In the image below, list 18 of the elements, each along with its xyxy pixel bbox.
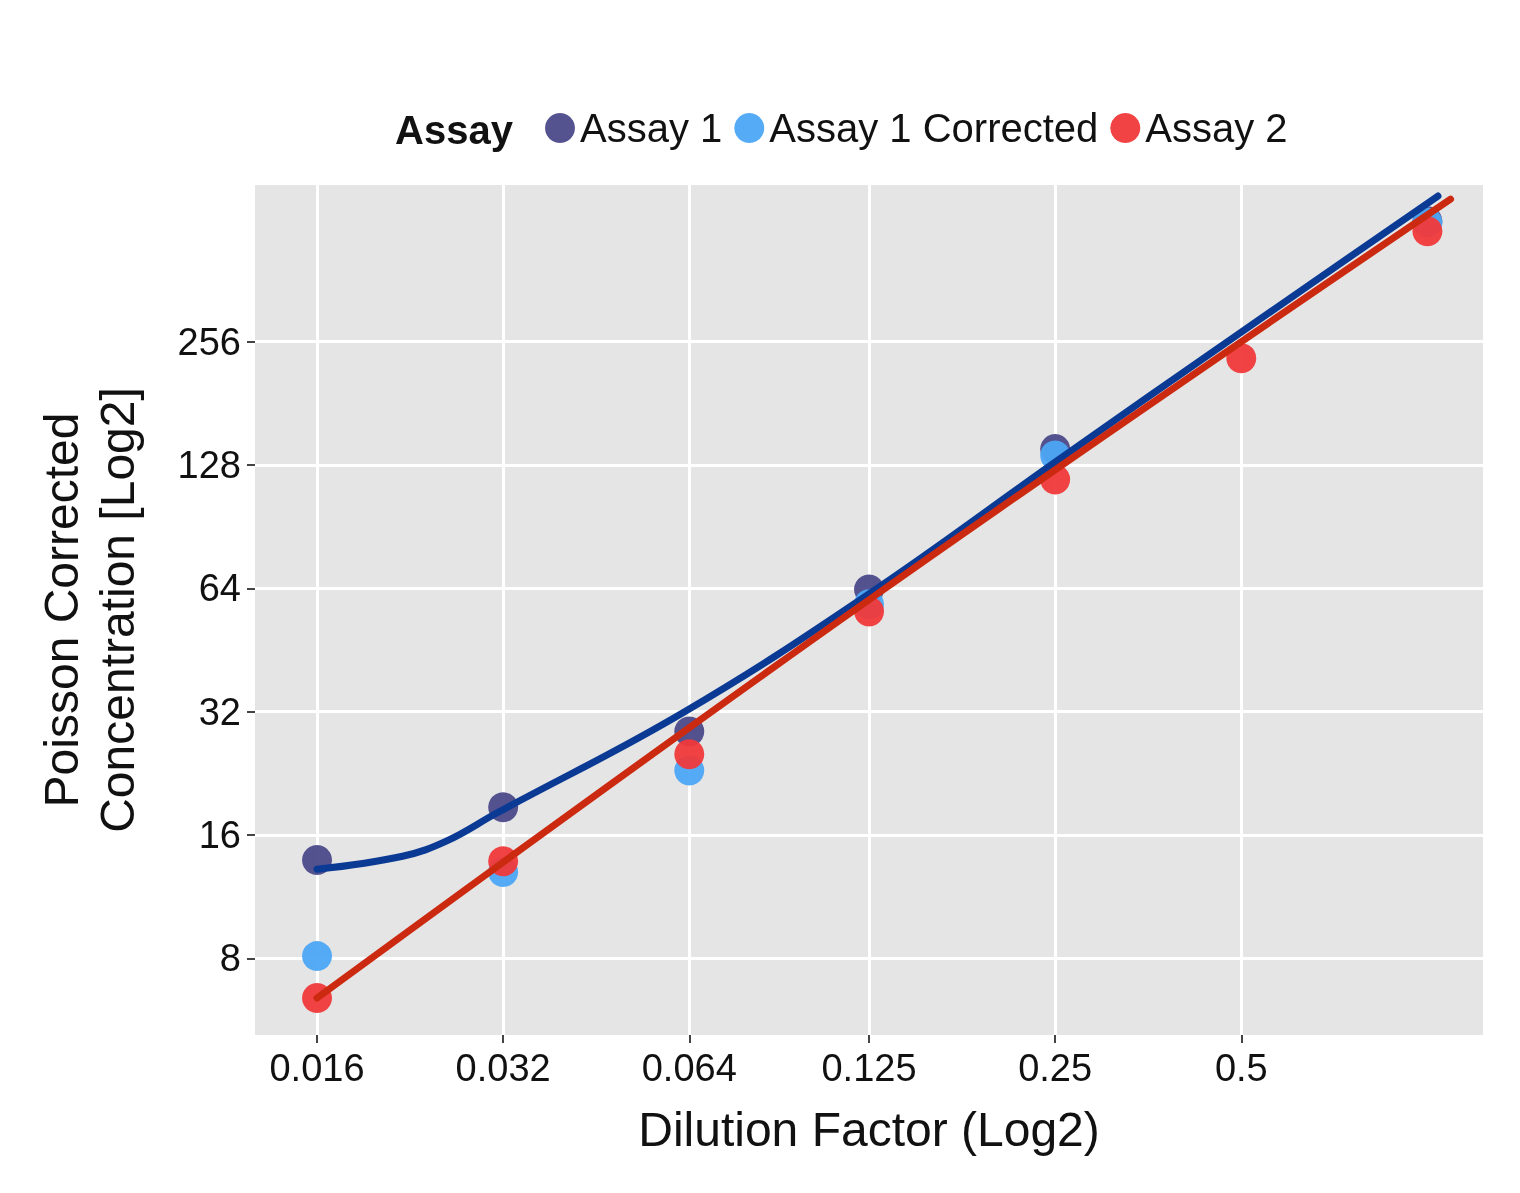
y-tick-label: 64 — [198, 567, 241, 610]
y-tick-label: 256 — [177, 320, 241, 363]
x-axis-title: Dilution Factor (Log2) — [638, 1102, 1100, 1156]
x-tick-label: 0.125 — [821, 1047, 917, 1089]
legend-title: Assay — [395, 108, 514, 152]
x-tick-label: 0.5 — [1214, 1047, 1268, 1089]
y-tick-label: 32 — [198, 690, 241, 733]
x-tick-label: 0.25 — [1018, 1047, 1093, 1089]
y-axis-title: Poisson Corrected Concentration [Log2] — [34, 387, 144, 833]
y-tick-label: 8 — [219, 937, 241, 980]
x-tick-label: 0.064 — [641, 1047, 737, 1089]
y-tick-label: 128 — [177, 443, 241, 486]
legend-label: Assay 1 — [580, 106, 723, 150]
y-tick-label: 16 — [198, 813, 241, 856]
x-tick-label: 0.032 — [455, 1047, 551, 1089]
legend-label: Assay 1 Corrected — [769, 106, 1099, 150]
legend-label: Assay 2 — [1145, 106, 1288, 150]
x-tick-label: 0.016 — [269, 1047, 365, 1089]
